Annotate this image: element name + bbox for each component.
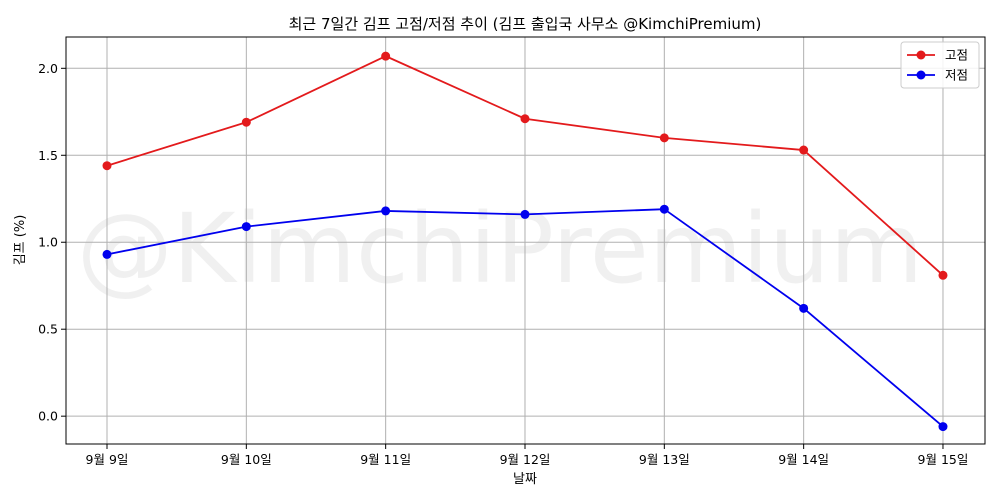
- series-group: [102, 51, 948, 432]
- series-1-point: [381, 51, 391, 61]
- legend-label: 고점: [945, 48, 968, 63]
- series-2-point: [520, 209, 530, 219]
- x-tick-label: 9월 11일: [360, 452, 411, 467]
- watermark-text: @KimchiPremium: [77, 193, 924, 305]
- y-tick-label: 1.5: [38, 148, 58, 163]
- series-1-point: [241, 117, 251, 127]
- x-axis-label: 날짜: [513, 472, 537, 487]
- y-tick-label: 0.5: [38, 322, 58, 337]
- legend-point-marker: [916, 50, 926, 60]
- series-1-point: [102, 161, 112, 171]
- series-1-point: [799, 145, 809, 155]
- grid-lines: [66, 37, 985, 444]
- series-2-point: [799, 303, 809, 313]
- plot-frame: [65, 36, 986, 445]
- x-tick-label: 9월 15일: [918, 452, 969, 467]
- series-2-point: [241, 222, 251, 232]
- series-2: [102, 204, 948, 432]
- series-2-point: [938, 422, 948, 432]
- y-tick-label: 2.0: [38, 61, 58, 76]
- x-tick-label: 9월 13일: [639, 452, 690, 467]
- series-1: [102, 51, 948, 280]
- y-tick-label: 0.0: [38, 409, 58, 424]
- series-1-point: [659, 133, 669, 143]
- series-2-point: [102, 249, 112, 259]
- chart-title: 최근 7일간 김프 고점/저점 추이 (김프 출입국 사무소 @KimchiPr…: [289, 15, 762, 33]
- legend-point-marker: [916, 70, 926, 80]
- y-axis-label: 김프 (%): [13, 215, 28, 266]
- legend-label: 저점: [945, 68, 968, 83]
- x-tick-label: 9월 12일: [500, 452, 551, 467]
- x-tick-label: 9월 14일: [778, 452, 829, 467]
- x-tick-label: 9월 9일: [86, 452, 129, 467]
- series-2-point: [659, 204, 669, 214]
- x-tick-label: 9월 10일: [221, 452, 272, 467]
- series-1-point: [938, 270, 948, 280]
- axes: 9월 9일 9월 10일 9월 11일 9월 12일 9월 13일 9월 14일 9월 15…: [38, 61, 968, 467]
- series-1-point: [520, 114, 530, 124]
- y-tick-label: 1.0: [38, 235, 58, 250]
- series-2-point: [381, 206, 391, 216]
